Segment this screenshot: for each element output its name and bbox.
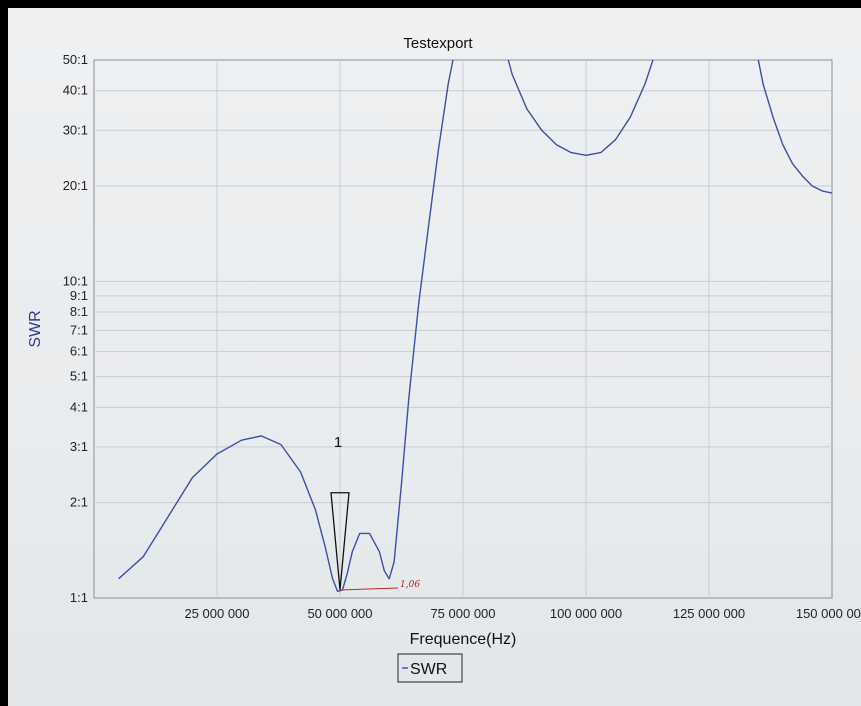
chart-paper: 50:1 40:1 30:1 20:1 10:1 9:1 8:1 7:1 6:1 5:1 4:1 3:…: [8, 8, 861, 706]
annotation-text: 1,06: [400, 580, 420, 590]
legend-box: [397, 653, 463, 683]
y-tick-label: 20:1: [63, 178, 88, 193]
y-tick-label: 2:1: [70, 495, 88, 510]
swr-series-line: [507, 60, 654, 156]
y-tick-label: 3:1: [70, 439, 88, 454]
y-tick-label: 10:1: [63, 273, 88, 288]
x-axis-label: Frequence(Hz): [410, 631, 517, 648]
y-tick-label: 7:1: [70, 322, 88, 337]
x-tick-label: 125 000 000: [673, 606, 745, 621]
chart-title: Testexport: [403, 35, 473, 52]
swr-series-line: [757, 60, 832, 194]
swr-chart: 50:1 40:1 30:1 20:1 10:19:18:1 7:1 6:1 5:1 4:1 3:…: [27, 35, 861, 683]
y-tick-label: 1:1: [70, 590, 88, 605]
annotation-line: [339, 587, 399, 591]
x-tick-label: 150 000 000: [796, 606, 861, 621]
x-tick-label: 100 000 000: [550, 606, 622, 621]
marker-triangle[interactable]: [330, 492, 350, 591]
x-tick-label: 25 000 000: [184, 606, 249, 621]
y-tick-label: 50:1: [63, 52, 88, 67]
x-tick-label: 75 000 000: [430, 606, 495, 621]
y-tick-label: 5:1: [70, 369, 88, 384]
y-tick-label: 9:1: [70, 288, 88, 303]
y-tick-label: 40:1: [63, 83, 88, 98]
y-axis-label: SWR: [27, 310, 44, 347]
marker-label: 1: [334, 434, 342, 451]
y-tick-label: 8:1: [70, 304, 88, 319]
swr-series-line: [118, 60, 454, 592]
y-tick-label: 4:1: [70, 399, 88, 414]
x-tick-label: 50 000 000: [307, 606, 372, 621]
legend-entry: SWR: [410, 661, 447, 678]
y-tick-label: 6:1: [70, 344, 88, 359]
y-tick-label: 30:1: [63, 122, 88, 137]
